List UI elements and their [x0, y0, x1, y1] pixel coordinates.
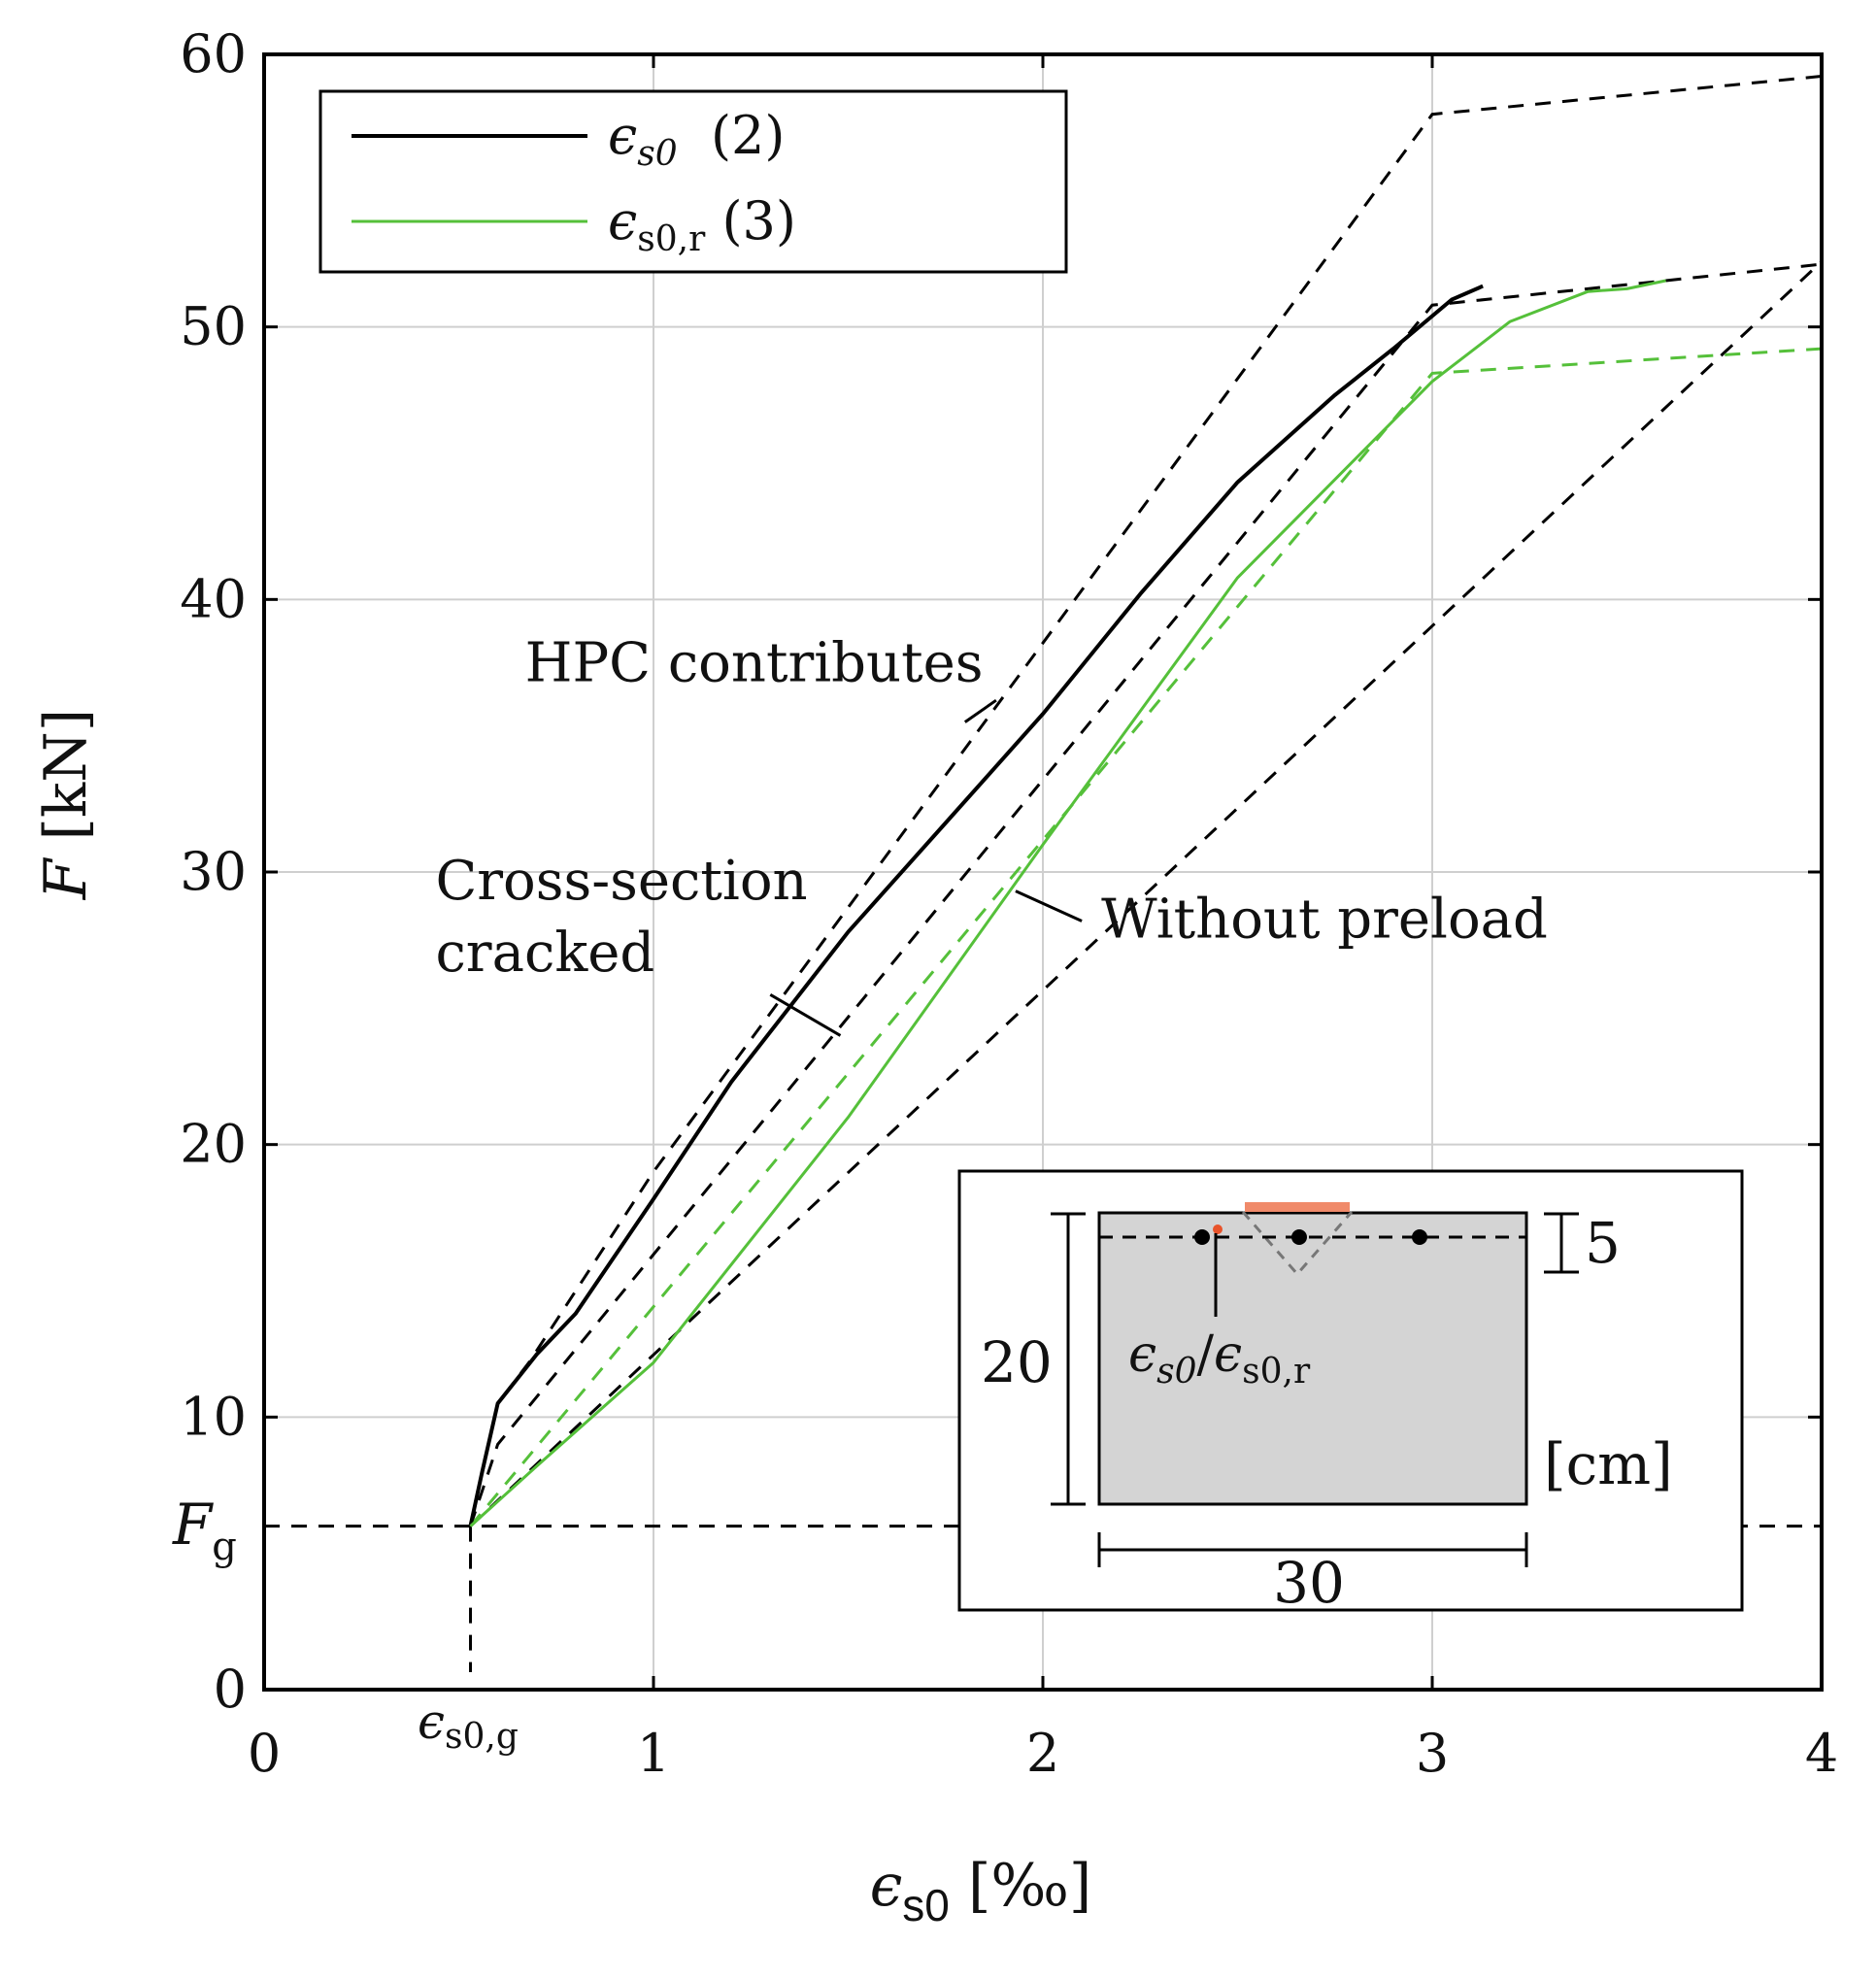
x-axis-title: ϵs0 [‰]: [870, 1852, 1092, 1930]
unit-label: [cm]: [1544, 1431, 1673, 1497]
reference-line-2: [469, 260, 1822, 1527]
annotations: HPC contributes Cross-section cracked Witho…: [435, 632, 1548, 1037]
x-tick-label: 2: [1026, 1723, 1059, 1784]
cross-section: [1097, 1211, 1528, 1506]
series-line-1: [469, 279, 1666, 1527]
y-tick-label: 40: [180, 568, 247, 629]
y-tick-label: 60: [180, 23, 247, 84]
reference-line-3: [469, 347, 1822, 1527]
strain-gauge-marker: [1213, 1224, 1223, 1234]
legend-label-1: ϵs0,r (3): [608, 190, 796, 259]
legend-box: [318, 89, 1068, 274]
annotation-0: HPC contributes: [525, 632, 984, 695]
plot-frame: [262, 52, 1824, 1692]
y-tick-label: 50: [180, 296, 247, 357]
y-axis-title: F [kN]: [32, 709, 100, 900]
reference-lines: [264, 75, 1822, 1672]
rebar-3: [1412, 1229, 1427, 1245]
annotation-2: Without preload: [1101, 888, 1548, 951]
dim-height-label: 20: [981, 1329, 1053, 1395]
rebar-1: [1194, 1229, 1210, 1245]
dim-cover: [1544, 1212, 1579, 1274]
inset-strain-label: ϵs0/ϵs0,r: [1128, 1325, 1311, 1392]
legend-label-0: ϵs0 (2): [608, 105, 785, 174]
dim-width: [1097, 1532, 1528, 1567]
series: [468, 279, 1666, 1527]
annotation-leader-2: [1015, 889, 1083, 922]
series-line-0: [468, 284, 1484, 1527]
preload-plate: [1245, 1202, 1350, 1212]
y-tick-label: 10: [180, 1386, 247, 1447]
x-tick-label: 1: [637, 1723, 670, 1784]
y-tick-label: 20: [180, 1114, 247, 1175]
annotation-leader-0: [963, 698, 997, 723]
x-tick-label: 0: [248, 1723, 281, 1784]
fg-label: Fg: [172, 1492, 237, 1569]
dim-cover-label: 5: [1585, 1210, 1621, 1276]
reference-line-1: [469, 262, 1822, 1527]
rebar-2: [1291, 1229, 1307, 1245]
x-tick-label: 4: [1805, 1723, 1838, 1784]
y-tick-label: 30: [180, 841, 247, 902]
annotation-1: Cross-section cracked: [435, 850, 807, 985]
eps-g-label: ϵs0,g: [418, 1694, 519, 1757]
dim-height: [1051, 1212, 1086, 1506]
x-tick-label: 3: [1416, 1723, 1449, 1784]
legend: ϵs0 (2) ϵs0,r (3): [318, 89, 1068, 274]
dim-width-label: 30: [1273, 1550, 1345, 1616]
inset: ϵs0/ϵs0,r 20 5 30 [cm]: [957, 1169, 1744, 1616]
grid: [264, 54, 1822, 1690]
y-tick-label: 0: [214, 1659, 247, 1720]
annotation-leader-1: [769, 993, 842, 1037]
